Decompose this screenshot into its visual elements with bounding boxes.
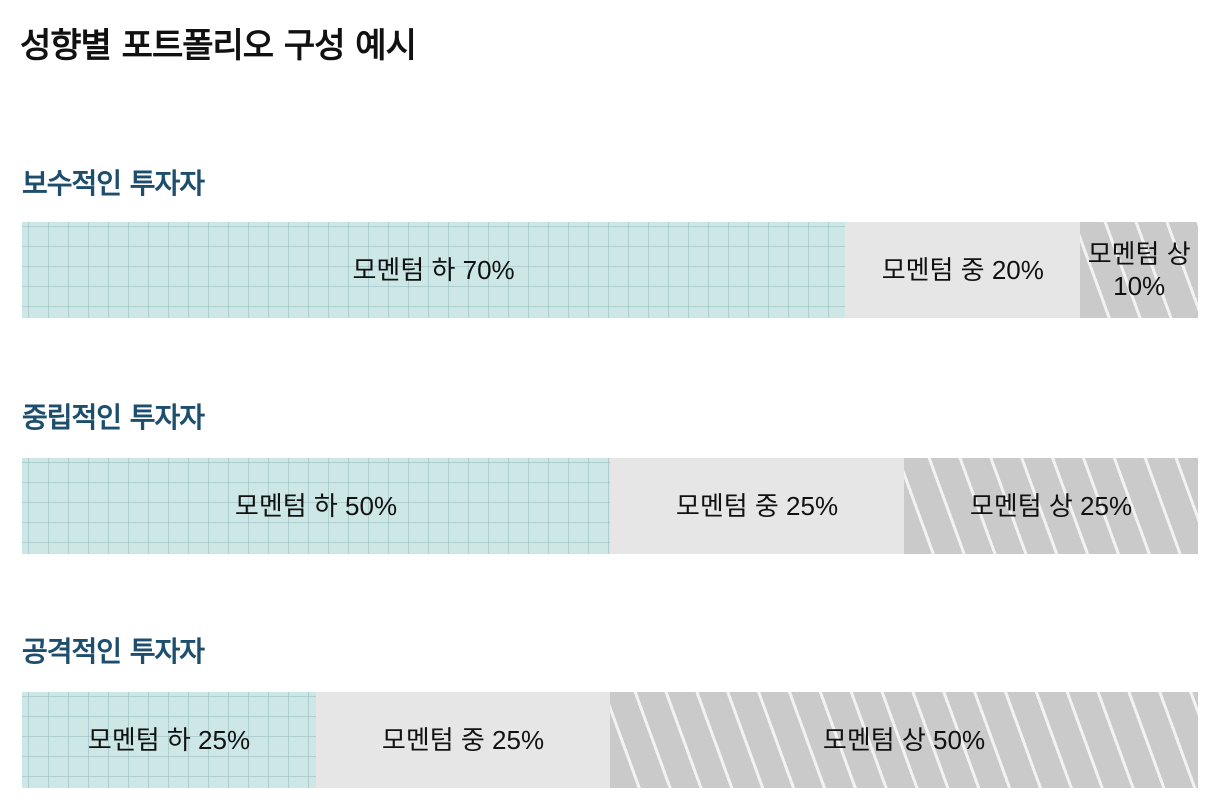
segment-momentum-low: 모멘텀 하 25% xyxy=(22,692,316,788)
segment-momentum-mid: 모멘텀 중 25% xyxy=(316,692,610,788)
segment-momentum-low: 모멘텀 하 70% xyxy=(22,222,846,318)
segment-momentum-high: 모멘텀 상 10% xyxy=(1080,222,1198,318)
segment-label: 모멘텀 상 25% xyxy=(969,491,1133,521)
segment-momentum-mid: 모멘텀 중 25% xyxy=(610,458,904,554)
group-label: 중립적인 투자자 xyxy=(22,401,205,434)
stacked-bar: 모멘텀 하 50% 모멘텀 중 25% 모멘텀 상 25% xyxy=(22,458,1198,554)
chart-title: 성향별 포트폴리오 구성 예시 xyxy=(20,26,417,66)
segment-momentum-high: 모멘텀 상 50% xyxy=(610,692,1198,788)
group-label: 보수적인 투자자 xyxy=(22,167,205,200)
stacked-bar: 모멘텀 하 25% 모멘텀 중 25% 모멘텀 상 50% xyxy=(22,692,1198,788)
segment-label: 모멘텀 상 10% xyxy=(1087,239,1191,301)
segment-label: 모멘텀 상 50% xyxy=(822,725,986,755)
group-label: 공격적인 투자자 xyxy=(22,635,205,668)
stacked-bar: 모멘텀 하 70% 모멘텀 중 20% 모멘텀 상 10% xyxy=(22,222,1198,318)
segment-label: 모멘텀 중 20% xyxy=(881,255,1044,285)
segment-momentum-mid: 모멘텀 중 20% xyxy=(845,222,1081,318)
segment-label: 모멘텀 하 25% xyxy=(87,725,251,755)
segment-momentum-high: 모멘텀 상 25% xyxy=(904,458,1198,554)
segment-label: 모멘텀 하 50% xyxy=(234,491,398,521)
segment-label: 모멘텀 중 25% xyxy=(675,491,839,521)
segment-momentum-low: 모멘텀 하 50% xyxy=(22,458,610,554)
segment-label: 모멘텀 중 25% xyxy=(381,725,545,755)
segment-label: 모멘텀 하 70% xyxy=(352,255,515,285)
